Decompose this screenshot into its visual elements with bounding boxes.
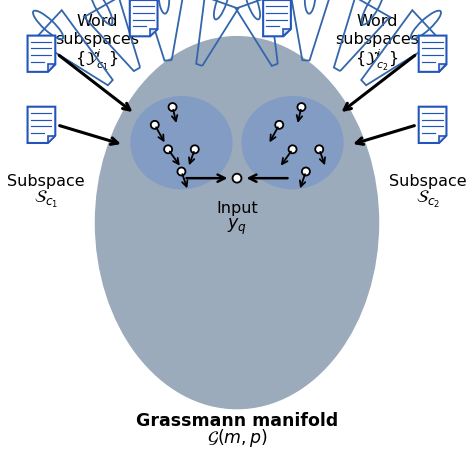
Polygon shape bbox=[263, 1, 291, 37]
Text: subspaces: subspaces bbox=[55, 32, 139, 46]
Polygon shape bbox=[48, 136, 55, 144]
Polygon shape bbox=[419, 37, 447, 73]
Text: $\{\mathcal{Y}^{i}_{c_2}\}$: $\{\mathcal{Y}^{i}_{c_2}\}$ bbox=[355, 47, 399, 73]
Text: Word: Word bbox=[356, 14, 398, 29]
Circle shape bbox=[302, 168, 310, 176]
Text: Word: Word bbox=[76, 14, 118, 29]
Ellipse shape bbox=[95, 37, 379, 410]
Text: $y_q$: $y_q$ bbox=[227, 216, 247, 237]
Text: subspaces: subspaces bbox=[335, 32, 419, 46]
Circle shape bbox=[275, 122, 283, 129]
Text: $\mathcal{G}(m,p)$: $\mathcal{G}(m,p)$ bbox=[207, 426, 267, 448]
Text: Grassmann manifold: Grassmann manifold bbox=[136, 411, 338, 429]
Polygon shape bbox=[439, 65, 447, 73]
Text: Subspace: Subspace bbox=[389, 174, 467, 189]
Polygon shape bbox=[419, 107, 447, 144]
Circle shape bbox=[289, 146, 297, 154]
Circle shape bbox=[233, 175, 241, 183]
Polygon shape bbox=[27, 107, 55, 144]
Text: Subspace: Subspace bbox=[7, 174, 85, 189]
Polygon shape bbox=[439, 136, 447, 144]
Circle shape bbox=[169, 104, 176, 112]
Circle shape bbox=[164, 146, 172, 154]
Text: $\mathcal{S}_{c_1}$: $\mathcal{S}_{c_1}$ bbox=[34, 188, 58, 209]
Circle shape bbox=[151, 122, 159, 129]
Circle shape bbox=[298, 104, 305, 112]
Polygon shape bbox=[283, 30, 291, 37]
Ellipse shape bbox=[241, 97, 344, 190]
Polygon shape bbox=[48, 65, 55, 73]
Polygon shape bbox=[130, 1, 157, 37]
Text: $\{\mathcal{Y}^{i}_{c_1}\}$: $\{\mathcal{Y}^{i}_{c_1}\}$ bbox=[75, 47, 119, 73]
Circle shape bbox=[315, 146, 323, 154]
Polygon shape bbox=[27, 37, 55, 73]
Circle shape bbox=[177, 168, 185, 176]
Text: Input: Input bbox=[216, 200, 258, 215]
Text: $\mathcal{S}_{c_2}$: $\mathcal{S}_{c_2}$ bbox=[416, 188, 440, 209]
Circle shape bbox=[191, 146, 199, 154]
Polygon shape bbox=[150, 30, 157, 37]
Ellipse shape bbox=[130, 97, 233, 190]
